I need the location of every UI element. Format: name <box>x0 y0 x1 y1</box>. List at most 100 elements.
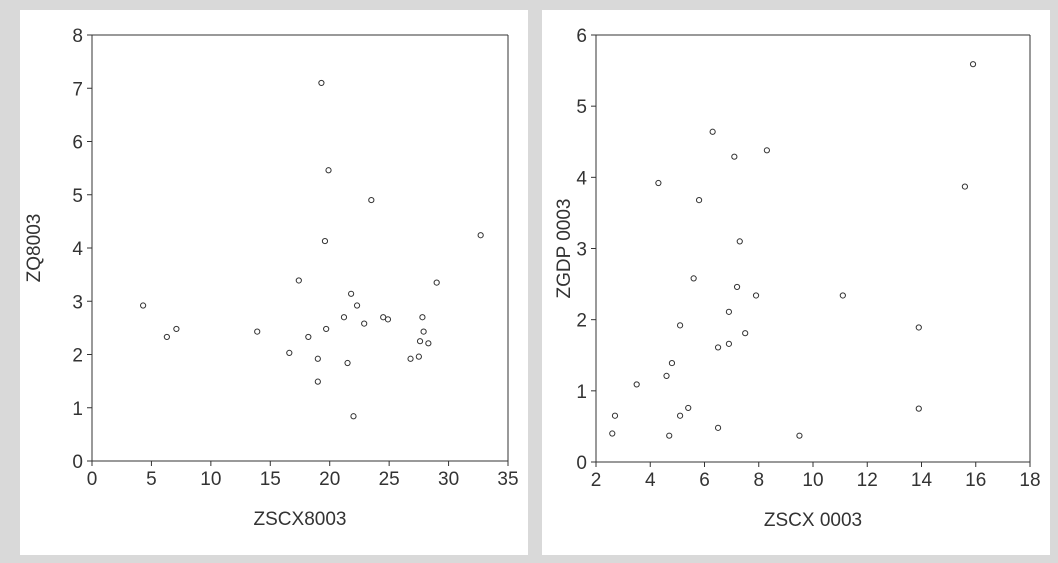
scatter-point <box>419 314 426 321</box>
x-tick-label: 10 <box>200 469 221 490</box>
x-tick-label: 10 <box>802 470 823 491</box>
scatter-point <box>655 179 662 187</box>
y-tick-label: 2 <box>576 311 587 332</box>
scatter-point <box>714 344 722 351</box>
scatter-point <box>915 405 922 412</box>
scatter-point <box>353 302 361 309</box>
y-tick-label: 4 <box>576 168 587 189</box>
scatter-point <box>668 359 676 367</box>
x-tick-label: 5 <box>146 469 157 490</box>
scatter-point <box>796 432 803 439</box>
x-tick-label: 0 <box>87 469 98 490</box>
y-tick-label: 5 <box>576 97 587 118</box>
scatter-point <box>685 404 692 412</box>
scatter-point <box>731 153 738 160</box>
scatter-point <box>477 232 484 239</box>
scatter-point <box>695 197 703 204</box>
scatter-point <box>140 302 147 309</box>
scatter-point <box>609 430 616 437</box>
y-tick-label: 4 <box>72 239 83 260</box>
scatter-point <box>676 322 684 329</box>
scatter-point <box>725 340 733 347</box>
scatter-point <box>969 61 977 68</box>
scatter-point <box>368 196 375 204</box>
x-tick-label: 18 <box>1019 470 1040 491</box>
y-tick-label: 8 <box>72 26 83 47</box>
scatter-point <box>348 290 355 297</box>
scatter-point <box>915 324 922 331</box>
scatter-point <box>709 128 716 135</box>
scatter-point <box>420 328 427 335</box>
scatter-point <box>344 359 351 367</box>
x-tick-label: 30 <box>438 469 459 490</box>
x-tick-label: 8 <box>753 470 764 491</box>
x-tick-label: 35 <box>497 469 518 490</box>
y-tick-label: 0 <box>72 452 83 473</box>
scatter-point <box>340 314 348 321</box>
scatter-point <box>763 147 770 154</box>
scatter-panel-left: 0 5 10 15 20 25 30 35 0 1 2 3 4 5 6 7 8 ZSCX8003 ZQ8003 <box>20 10 528 555</box>
x-axis-label: ZSCX 0003 <box>764 510 862 531</box>
y-tick-label: 5 <box>72 186 83 207</box>
scatter-point <box>961 183 968 190</box>
scatter-point <box>676 412 684 419</box>
x-tick-label: 12 <box>857 470 878 491</box>
scatter-point <box>361 320 368 327</box>
scatter-point <box>295 277 302 284</box>
points-group <box>609 61 977 439</box>
scatter-point <box>305 333 312 341</box>
scatter-point <box>415 353 422 360</box>
scatter-point <box>323 325 330 333</box>
scatter-point <box>314 378 321 385</box>
scatter-point <box>663 372 670 379</box>
ticks-group: 0 5 10 15 20 25 30 35 0 1 2 3 4 5 6 7 8 <box>72 26 518 490</box>
x-tick-label: 14 <box>911 470 933 491</box>
y-tick-label: 6 <box>72 133 83 154</box>
scatter-point <box>425 340 432 347</box>
x-tick-label: 6 <box>699 470 710 491</box>
x-tick-label: 20 <box>319 469 340 490</box>
scatter-point <box>350 413 357 420</box>
scatter-point <box>752 292 760 299</box>
y-tick-label: 6 <box>576 26 587 47</box>
y-axis-label: ZGDP 0003 <box>554 199 575 299</box>
y-tick-label: 2 <box>72 346 83 367</box>
scatter-point <box>690 275 697 282</box>
y-tick-label: 3 <box>72 292 83 313</box>
scatter-point <box>666 432 673 439</box>
scatter-panel-right: 2 4 6 8 10 12 14 16 18 0 1 2 3 4 5 6 ZSCX 0003 ZGDP 000… <box>542 10 1050 555</box>
scatter-chart-zq8003: 0 5 10 15 20 25 30 35 0 1 2 3 4 5 6 7 8 ZSCX8003 ZQ8003 <box>24 26 519 530</box>
scatter-point <box>325 167 332 174</box>
axes-group <box>91 34 509 462</box>
y-tick-label: 7 <box>72 79 83 100</box>
scatter-point <box>433 279 440 286</box>
scatter-point <box>254 328 261 335</box>
y-tick-label: 1 <box>72 399 83 420</box>
scatter-point <box>839 292 846 299</box>
scatter-point <box>407 355 414 362</box>
y-axis-label: ZQ8003 <box>24 214 45 283</box>
scatter-point <box>321 237 329 245</box>
x-tick-label: 16 <box>965 470 986 491</box>
y-tick-label: 1 <box>576 382 587 403</box>
scatter-point <box>725 308 733 315</box>
x-axis-label: ZSCX8003 <box>254 509 347 530</box>
scatter-point <box>733 283 741 291</box>
scatter-point <box>742 330 749 337</box>
axes-group <box>595 34 1031 463</box>
scatter-point <box>416 338 424 345</box>
scatter-point <box>314 355 321 362</box>
scatter-point <box>163 333 170 341</box>
scatter-point <box>611 412 619 419</box>
scatter-point <box>633 381 640 388</box>
y-tick-label: 0 <box>576 453 587 474</box>
scatter-point <box>286 349 293 357</box>
scatter-point <box>384 316 392 323</box>
points-group <box>140 79 484 420</box>
x-tick-label: 2 <box>591 470 602 491</box>
scatter-point <box>173 325 180 333</box>
x-tick-label: 4 <box>645 470 656 491</box>
x-tick-label: 25 <box>379 469 400 490</box>
